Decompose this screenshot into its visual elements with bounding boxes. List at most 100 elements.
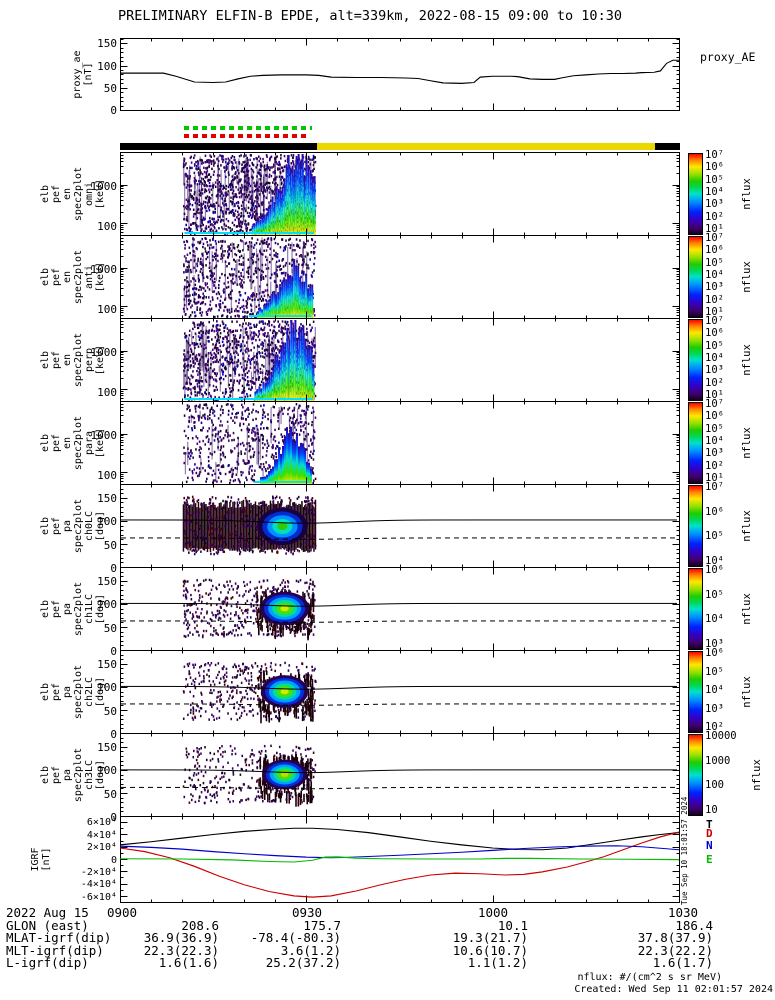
colorbar-tick-pa-ch2LC: 10²	[705, 721, 724, 733]
colorbar-tick-pa-ch2LC: 10⁶	[705, 647, 724, 659]
colorbar-tick-en-perp: 10¹	[705, 389, 724, 401]
panel-label-line: elb	[40, 516, 51, 536]
colorbar-tick-en-omni: 10²	[705, 210, 724, 223]
time-axis-tick-label: 1030	[667, 905, 699, 920]
panel-label-line: elb	[40, 765, 51, 785]
ephemeris-row-label: MLT-igrf(dip)	[6, 942, 104, 958]
ephemeris-row-label: 2022 Aug 15	[6, 905, 89, 920]
colorbar-tick-pa-ch0LC: 10⁴	[705, 555, 724, 567]
colorbar-tick-en-perp: 10²	[705, 376, 724, 389]
colorbar-tick-pa-ch2LC: 10³	[705, 702, 724, 715]
colorbar-tick-en-anti: 10⁶	[705, 244, 724, 257]
panel-ytick-pa-ch3LC: 150	[97, 741, 117, 755]
colorbar-tick-en-omni: 10⁵	[705, 173, 724, 186]
igrf-legend-D: D	[706, 827, 713, 840]
colorbar-tick-en-omni: 10³	[705, 198, 724, 211]
ephemeris-value: 3.6(1.2)	[280, 942, 341, 958]
igrf-line-chart	[120, 816, 680, 903]
igrf-ytick: -6×10⁴	[80, 891, 117, 903]
colorbar-en-omni	[688, 153, 703, 235]
colorbar-tick-en-anti: 10³	[705, 281, 724, 294]
availability-segment	[654, 143, 680, 150]
spectrogram-canvas-pa-ch3LC	[120, 733, 680, 817]
proxy-ae-line-chart	[120, 38, 680, 111]
plot-title: PRELIMINARY ELFIN-B EPDE, alt=339km, 202…	[118, 8, 622, 24]
panel-label-line: elb	[40, 433, 51, 453]
spectrogram-canvas-pa-ch2LC	[120, 650, 680, 734]
igrf-legend-N: N	[706, 839, 713, 852]
panel-ytick-pa-ch3LC: 0	[110, 811, 117, 824]
igrf-ytick: -2×10⁴	[80, 866, 117, 878]
colorbar-tick-en-perp: 10⁵	[705, 339, 724, 352]
ephemeris-value: 1.1(1.2)	[467, 955, 528, 971]
panel-label-line: elb	[40, 267, 51, 287]
panel-ytick-en-anti: 100	[97, 302, 117, 316]
ephemeris-row-label: GLON (east)	[6, 917, 89, 933]
panel-ytick-pa-ch2LC: 0	[110, 728, 117, 741]
panel-ytick-pa-ch2LC: 50	[103, 704, 117, 718]
panel-ytick-en-perp: 1000	[90, 345, 118, 359]
colorbar-tick-en-perp: 10³	[705, 364, 724, 377]
colorbar-tick-en-anti: 10⁵	[705, 256, 724, 269]
ephemeris-value: 208.6	[181, 917, 219, 933]
igrf-ytick: 0	[110, 854, 117, 866]
colorbar-tick-pa-ch3LC: 100	[705, 779, 724, 792]
spectrogram-canvas-pa-ch1LC	[120, 567, 680, 651]
spectrogram-canvas-en-perp	[120, 318, 680, 402]
proxy-ytick: 150	[97, 37, 117, 51]
panel-label-line: elb	[40, 350, 51, 370]
proxy-ae-series-label: proxy_AE	[700, 50, 756, 64]
spectrogram-canvas-pa-ch0LC	[120, 484, 680, 568]
colorbar-tick-en-para: 10⁴	[705, 435, 724, 447]
colorbar-pa-ch0LC	[688, 485, 703, 567]
panel-ytick-pa-ch3LC: 50	[103, 787, 117, 801]
colorbar-tick-pa-ch3LC: 10	[705, 804, 718, 816]
panel-ytick-en-perp: 100	[97, 385, 117, 399]
colorbar-pa-ch3LC	[688, 734, 703, 816]
colorbar-label-en-omni: nflux	[741, 178, 753, 210]
panel-ytick-pa-ch0LC: 50	[103, 538, 117, 552]
panel-ytick-pa-ch1LC: 0	[110, 645, 117, 658]
ephemeris-row-label: MLAT-igrf(dip)	[6, 930, 112, 946]
ephemeris-value: 25.2(37.2)	[265, 955, 341, 971]
igrf-legend-E: E	[706, 853, 713, 866]
panel-label-line: pef	[51, 682, 62, 702]
colorbar-label-en-anti: nflux	[741, 261, 753, 293]
panel-label-line: pef	[51, 350, 62, 370]
panel-ytick-pa-ch0LC: 0	[110, 562, 117, 575]
created-timestamp: Created: Wed Sep 11 02:01:57 2024	[574, 984, 773, 995]
ephemeris-value: 1.6(1.6)	[158, 955, 219, 971]
proxy-ytick: 0	[110, 104, 117, 117]
panel-ytick-pa-ch2LC: 150	[97, 658, 117, 672]
colorbar-label-pa-ch1LC: nflux	[741, 593, 753, 625]
panel-label-line: pef	[51, 184, 62, 204]
time-axis-tick-label: 1000	[477, 905, 509, 920]
panel-ytick-pa-ch0LC: 100	[97, 515, 117, 529]
status-dashes-green	[184, 126, 312, 130]
time-axis-tick-label: 0900	[106, 905, 138, 920]
igrf-legend-T: T	[706, 818, 713, 831]
panel-ytick-pa-ch0LC: 150	[97, 492, 117, 506]
data-availability-bar	[120, 143, 680, 150]
colorbar-tick-pa-ch0LC: 10⁷	[705, 481, 724, 493]
panel-ytick-pa-ch1LC: 50	[103, 621, 117, 635]
colorbar-tick-en-anti: 10⁴	[705, 269, 724, 281]
panel-label-line: elb	[40, 682, 51, 702]
igrf-y-axis-label: IGRF [nT]	[30, 847, 52, 872]
colorbar-label-pa-ch0LC: nflux	[741, 510, 753, 542]
colorbar-tick-en-omni: 10⁶	[705, 161, 724, 174]
colorbar-label-pa-ch2LC: nflux	[741, 676, 753, 708]
colorbar-tick-en-omni: 10⁴	[705, 186, 724, 198]
ephemeris-value: 175.7	[303, 917, 341, 933]
colorbar-tick-en-para: 10⁷	[705, 398, 724, 410]
colorbar-pa-ch2LC	[688, 651, 703, 733]
colorbar-tick-en-para: 10⁶	[705, 410, 724, 423]
colorbar-tick-en-anti: 10²	[705, 293, 724, 306]
colorbar-tick-en-perp: 10⁴	[705, 352, 724, 364]
colorbar-tick-pa-ch2LC: 10⁵	[705, 665, 724, 678]
ephemeris-value: -78.4(-80.3)	[250, 930, 341, 946]
availability-segment	[120, 143, 318, 150]
colorbar-tick-en-perp: 10⁷	[705, 315, 724, 327]
availability-segment	[317, 143, 655, 150]
